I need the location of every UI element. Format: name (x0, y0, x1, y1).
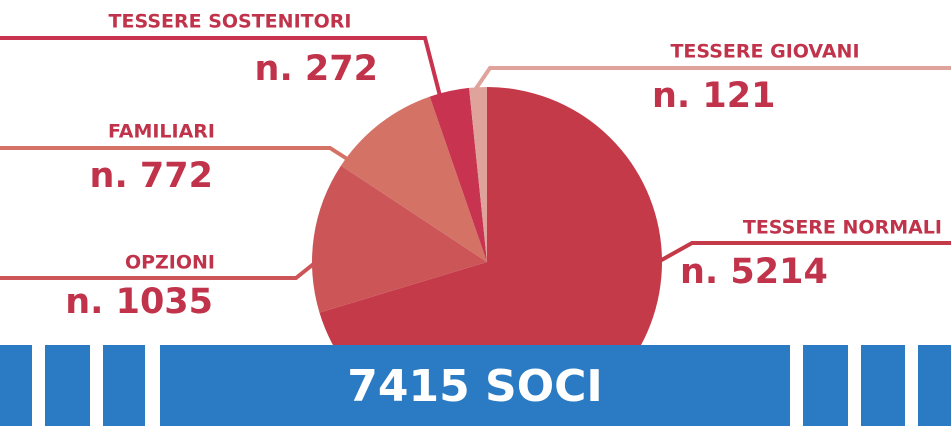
value-label: n. 1035 (65, 282, 213, 322)
banner-block (103, 345, 145, 426)
leader-line (473, 66, 951, 92)
pie-slice (340, 96, 487, 262)
leader-line (0, 36, 442, 97)
banner-block (918, 345, 951, 426)
leader-line (657, 241, 951, 264)
category-label: TESSERE NORMALI (743, 217, 942, 239)
banner-text: 7415 SOCI (347, 361, 603, 412)
category-label: FAMILIARI (108, 121, 215, 143)
pie-slice (469, 87, 487, 262)
category-label: TESSERE GIOVANI (670, 41, 859, 63)
category-label: TESSERE SOSTENITORI (109, 11, 352, 33)
leader-line (0, 260, 318, 280)
value-label: n. 5214 (680, 252, 828, 292)
pie-slice (312, 165, 487, 313)
value-label: n. 272 (255, 49, 378, 89)
banner-block (803, 345, 848, 426)
banner: 7415 SOCI (0, 345, 951, 426)
banner-block (0, 345, 32, 426)
value-label: n. 772 (90, 156, 213, 196)
pie-slice (319, 87, 662, 426)
pie-slice (429, 87, 487, 263)
leader-line (0, 146, 354, 164)
pie (312, 87, 662, 426)
banner-block (45, 345, 90, 426)
banner-block (160, 345, 790, 426)
category-label: OPZIONI (125, 252, 215, 274)
labels: TESSERE NORMALI n. 5214 OPZIONI n. 1035 FAMI… (0, 11, 951, 322)
banner-block (861, 345, 905, 426)
value-label: n. 121 (652, 76, 775, 116)
